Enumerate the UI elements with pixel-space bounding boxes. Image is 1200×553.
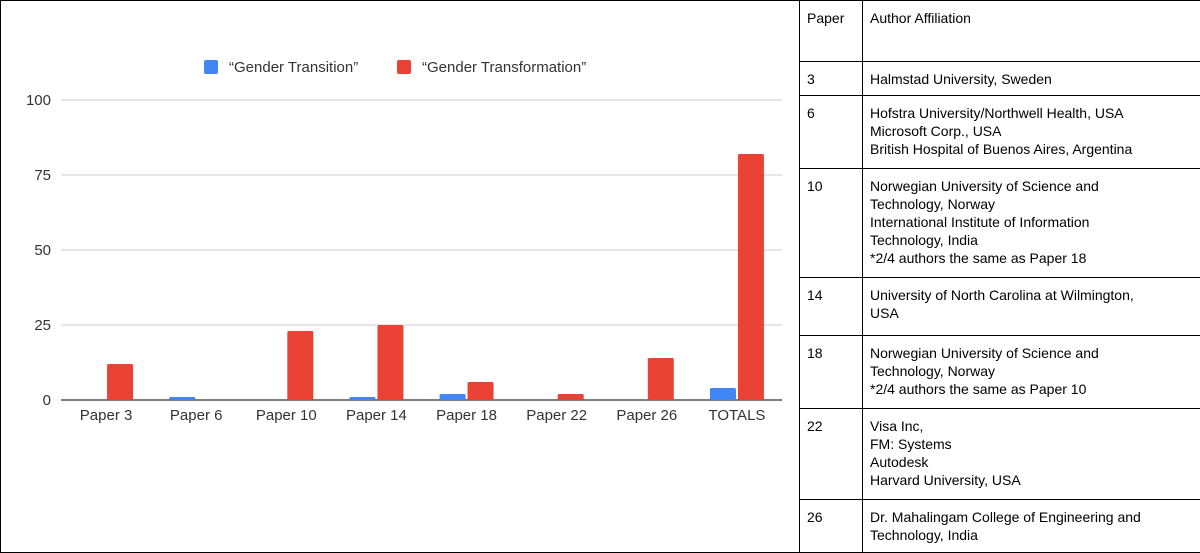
affiliation-line: Harvard University, USA [870, 471, 1021, 488]
x-tick-label: Paper 3 [80, 407, 133, 424]
table-row: 3 Halmstad University, Sweden [799, 60, 1200, 97]
affiliation-line: Technology, India [870, 526, 978, 543]
bar-gender-transformation [467, 382, 494, 400]
x-tick-label: Paper 14 [346, 407, 407, 424]
affiliation-line: Norwegian University of Science and [870, 345, 1099, 362]
affiliation-line: Visa Inc, [870, 417, 924, 434]
table-row: 22 Visa Inc, FM: Systems Autodesk Harvard Un… [799, 407, 1200, 500]
y-tick-label: 50 [34, 242, 51, 259]
affiliation-cell: Dr. Mahalingam College of Engineering an… [862, 498, 1200, 553]
affiliation-line: Autodesk [870, 453, 929, 470]
table-row: 26 Dr. Mahalingam College of Engineering … [799, 498, 1200, 553]
bar-gender-transition [439, 394, 466, 400]
bar-chart-panel: 0 25 50 75 100 Paper 3 Paper 6 Paper 10 Paper 14… [0, 0, 800, 553]
legend-label: “Gender Transition” [229, 59, 358, 76]
affiliation-line: Norwegian University of Science and [870, 177, 1099, 194]
bar-gender-transition [169, 397, 196, 400]
affiliation-line: Microsoft Corp., USA [870, 123, 1002, 140]
affiliation-line: Technology, Norway [870, 363, 996, 380]
affiliation-line: *2/4 authors the same as Paper 18 [870, 249, 1087, 266]
x-tick-label: Paper 18 [436, 407, 497, 424]
bar-gender-transformation [107, 364, 134, 400]
paper-number-cell: 26 [799, 498, 863, 553]
legend-swatch [204, 60, 218, 74]
bar-gender-transition [709, 388, 736, 400]
x-tick-label: TOTALS [708, 407, 765, 424]
legend-label: “Gender Transformation” [422, 59, 586, 76]
table-row: 6 Hofstra University/Northwell Health, US… [799, 95, 1200, 169]
y-tick-label: 0 [43, 392, 51, 409]
paper-number-cell: 14 [799, 276, 863, 337]
affiliation-cell: Visa Inc, FM: Systems Autodesk Harvard Univ… [862, 407, 1200, 500]
header-author-affiliation: Author Affiliation [862, 0, 1200, 62]
affiliation-cell: Norwegian University of Science and Techn… [862, 167, 1200, 278]
affiliation-line: Dr. Mahalingam College of Engineering an… [870, 508, 1141, 525]
bar-gender-transformation [287, 331, 314, 400]
affiliation-line: *2/4 authors the same as Paper 10 [870, 381, 1087, 398]
x-tick-label: Paper 26 [616, 407, 677, 424]
paper-number-cell: 6 [799, 95, 863, 169]
x-tick-label: Paper 6 [170, 407, 223, 424]
table-row: 18 Norwegian University of Science and Tec… [799, 335, 1200, 409]
bar-gender-transformation [737, 154, 764, 400]
y-tick-label: 75 [34, 167, 51, 184]
affiliation-line: FM: Systems [870, 435, 952, 452]
affiliation-line: USA [870, 304, 899, 321]
author-affiliation-table: Paper Author Affiliation 3 Halmstad Unive… [799, 0, 1200, 553]
table-row: 10 Norwegian University of Science and Tec… [799, 167, 1200, 278]
affiliation-line: Halmstad University, Sweden [870, 71, 1052, 87]
bar-gender-transition [349, 397, 376, 400]
bar-gender-transformation [647, 358, 674, 400]
affiliation-line: Technology, India [870, 231, 978, 248]
affiliation-cell: Halmstad University, Sweden [862, 60, 1200, 97]
legend-swatch [397, 60, 411, 74]
bar-gender-transformation [377, 325, 404, 400]
paper-number-cell: 10 [799, 167, 863, 278]
affiliation-line: Hofstra University/Northwell Health, USA [870, 105, 1124, 122]
x-tick-label: Paper 10 [256, 407, 317, 424]
paper-number-cell: 3 [799, 60, 863, 97]
y-tick-label: 100 [26, 92, 51, 109]
table-header-row: Paper Author Affiliation [799, 0, 1200, 62]
bar-chart: 0 25 50 75 100 Paper 3 Paper 6 Paper 10 Paper 14… [26, 59, 782, 424]
paper-number-cell: 22 [799, 407, 863, 500]
table-row: 14 University of North Carolina at Wilmin… [799, 276, 1200, 337]
bar-gender-transformation [557, 394, 584, 400]
affiliation-cell: University of North Carolina at Wilmingt… [862, 276, 1200, 337]
x-tick-label: Paper 22 [526, 407, 587, 424]
affiliation-line: International Institute of Information [870, 213, 1090, 230]
affiliation-cell: Norwegian University of Science and Techn… [862, 335, 1200, 409]
affiliation-line: British Hospital of Buenos Aires, Argent… [870, 141, 1133, 158]
header-paper: Paper [799, 0, 863, 62]
paper-number-cell: 18 [799, 335, 863, 409]
affiliation-line: University of North Carolina at Wilmingt… [870, 286, 1134, 303]
affiliation-line: Technology, Norway [870, 195, 996, 212]
affiliation-cell: Hofstra University/Northwell Health, USA… [862, 95, 1200, 169]
y-tick-label: 25 [34, 317, 51, 334]
